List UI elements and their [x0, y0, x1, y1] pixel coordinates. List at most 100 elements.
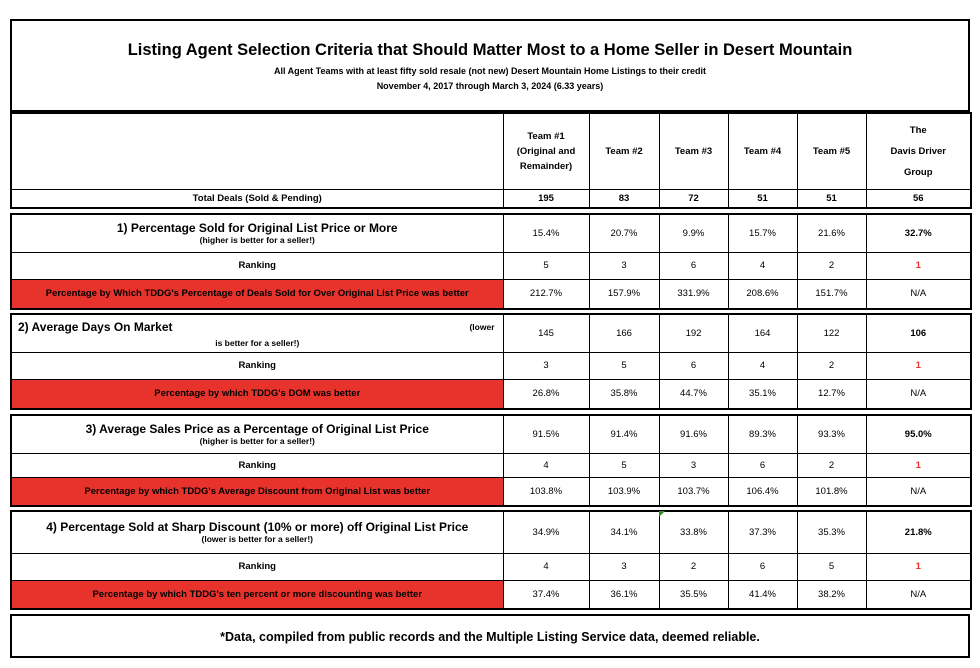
section-4-compare-label: Percentage by which TDDG's ten percent o…	[10, 579, 504, 610]
section-2-rank-tddg: 1	[865, 351, 972, 380]
section-4-value-team3: 33.8%	[658, 510, 729, 554]
section-2-note: is better for a seller!)	[215, 338, 300, 348]
section-3-ranking-label: Ranking	[10, 452, 504, 478]
header-blank-cell	[10, 112, 504, 190]
section-1-compare-team1: 212.7%	[502, 278, 590, 310]
section-2-value-team3: 192	[658, 313, 729, 353]
section-4-compare-tddg: N/A	[865, 579, 972, 610]
section-2-label-cell: 2) Average Days On Market (lower is bett…	[10, 313, 504, 353]
section-1-compare-team3: 331.9%	[658, 278, 729, 310]
section-4-rank-team1: 4	[502, 552, 590, 581]
total-deals-tddg: 56	[865, 188, 972, 209]
section-3-compare-team5: 101.8%	[796, 476, 867, 507]
section-2-rank-team5: 2	[796, 351, 867, 380]
section-1-compare-tddg: N/A	[865, 278, 972, 310]
section-3-value-team3: 91.6%	[658, 414, 729, 454]
section-1-value-team1: 15.4%	[502, 213, 590, 253]
section-2-compare-team5: 12.7%	[796, 378, 867, 410]
section-3-value-team4: 89.3%	[727, 414, 798, 454]
section-2-ranking-label: Ranking	[10, 351, 504, 380]
footer-box: *Data, compiled from public records and …	[10, 614, 970, 658]
section-3-rank-team3: 3	[658, 452, 729, 478]
section-3-rank-team1: 4	[502, 452, 590, 478]
section-4-table: 4) Percentage Sold at Sharp Discount (10…	[10, 510, 972, 610]
section-3-value-team5: 93.3%	[796, 414, 867, 454]
tddg-header-line3: Group	[904, 166, 933, 178]
section-3-rank-team2: 5	[588, 452, 660, 478]
section-4-compare-team4: 41.4%	[727, 579, 798, 610]
section-1-compare-label: Percentage by Which TDDG's Percentage of…	[10, 278, 504, 310]
section-3-title: 3) Average Sales Price as a Percentage o…	[85, 422, 429, 437]
footer-note: *Data, compiled from public records and …	[220, 630, 760, 644]
section-3-rank-team5: 2	[796, 452, 867, 478]
section-2-compare-team1: 26.8%	[502, 378, 590, 410]
section-4-value-team5: 35.3%	[796, 510, 867, 554]
section-2-rank-team2: 5	[588, 351, 660, 380]
section-1-rank-team1: 5	[502, 251, 590, 280]
section-2-compare-team3: 44.7%	[658, 378, 729, 410]
section-1-value-tddg: 32.7%	[865, 213, 972, 253]
section-3-table: 3) Average Sales Price as a Percentage o…	[10, 414, 972, 507]
total-deals-team3: 72	[658, 188, 729, 209]
section-2-compare-tddg: N/A	[865, 378, 972, 410]
section-4-compare-team2: 36.1%	[588, 579, 660, 610]
section-2-compare-label: Percentage by which TDDG's DOM was bette…	[10, 378, 504, 410]
team1-header-line3: Remainder)	[519, 160, 573, 172]
section-4-ranking-label: Ranking	[10, 552, 504, 581]
section-4-rank-tddg: 1	[865, 552, 972, 581]
section-2-rank-team3: 6	[658, 351, 729, 380]
section-2-value-team1: 145	[502, 313, 590, 353]
section-1-rank-team4: 4	[727, 251, 798, 280]
section-2-compare-team4: 35.1%	[727, 378, 798, 410]
section-1-note: (higher is better for a seller!)	[199, 235, 315, 246]
team1-header: Team #1 (Original and Remainder)	[502, 112, 590, 190]
section-4-value-tddg: 21.8%	[865, 510, 972, 554]
total-deals-team1: 195	[502, 188, 590, 209]
section-3-compare-tddg: N/A	[865, 476, 972, 507]
section-4-compare-team3: 35.5%	[658, 579, 729, 610]
section-1-rank-tddg: 1	[865, 251, 972, 280]
section-3-rank-team4: 6	[727, 452, 798, 478]
section-2-compare-team2: 35.8%	[588, 378, 660, 410]
section-3-compare-label: Percentage by which TDDG's Average Disco…	[10, 476, 504, 507]
section-4-title: 4) Percentage Sold at Sharp Discount (10…	[46, 520, 469, 535]
section-2-value-team4: 164	[727, 313, 798, 353]
report-subtitle: All Agent Teams with at least fifty sold…	[273, 66, 707, 76]
section-1-label-cell: 1) Percentage Sold for Original List Pri…	[10, 213, 504, 253]
section-3-compare-team2: 103.9%	[588, 476, 660, 507]
section-3-value-tddg: 95.0%	[865, 414, 972, 454]
section-1-compare-team2: 157.9%	[588, 278, 660, 310]
section-2-rank-team4: 4	[727, 351, 798, 380]
section-4-rank-team2: 3	[588, 552, 660, 581]
team5-header: Team #5	[796, 112, 867, 190]
tddg-header: The Davis Driver Group	[865, 112, 972, 190]
total-deals-label: Total Deals (Sold & Pending)	[10, 188, 504, 209]
report-title: Listing Agent Selection Criteria that Sh…	[127, 41, 853, 59]
section-4-label-cell: 4) Percentage Sold at Sharp Discount (10…	[10, 510, 504, 554]
section-2-table: 2) Average Days On Market (lower is bett…	[10, 313, 972, 410]
section-4-compare-team1: 37.4%	[502, 579, 590, 610]
section-1-compare-team5: 151.7%	[796, 278, 867, 310]
section-3-value-team2: 91.4%	[588, 414, 660, 454]
section-2-value-team2: 166	[588, 313, 660, 353]
section-1-table: 1) Percentage Sold for Original List Pri…	[10, 213, 972, 310]
section-4-rank-team4: 6	[727, 552, 798, 581]
report-date-range: November 4, 2017 through March 3, 2024 (…	[376, 81, 604, 91]
section-1-value-team4: 15.7%	[727, 213, 798, 253]
total-deals-team5: 51	[796, 188, 867, 209]
section-3-rank-tddg: 1	[865, 452, 972, 478]
section-4-rank-team3: 2	[658, 552, 729, 581]
section-1-value-team5: 21.6%	[796, 213, 867, 253]
total-deals-team4: 51	[727, 188, 798, 209]
section-2-value-tddg: 106	[865, 313, 972, 353]
team1-header-line1: Team #1	[527, 130, 565, 142]
section-3-value-team1: 91.5%	[502, 414, 590, 454]
section-2-value-team5: 122	[796, 313, 867, 353]
section-1-rank-team2: 3	[588, 251, 660, 280]
report-header: Listing Agent Selection Criteria that Sh…	[10, 19, 970, 112]
section-4-note: (lower is better for a seller!)	[201, 534, 313, 545]
column-header-table: Team #1 (Original and Remainder) Team #2…	[10, 112, 972, 209]
comment-marker-icon	[659, 511, 665, 517]
section-1-rank-team3: 6	[658, 251, 729, 280]
section-2-title-right: (lower	[469, 322, 495, 332]
